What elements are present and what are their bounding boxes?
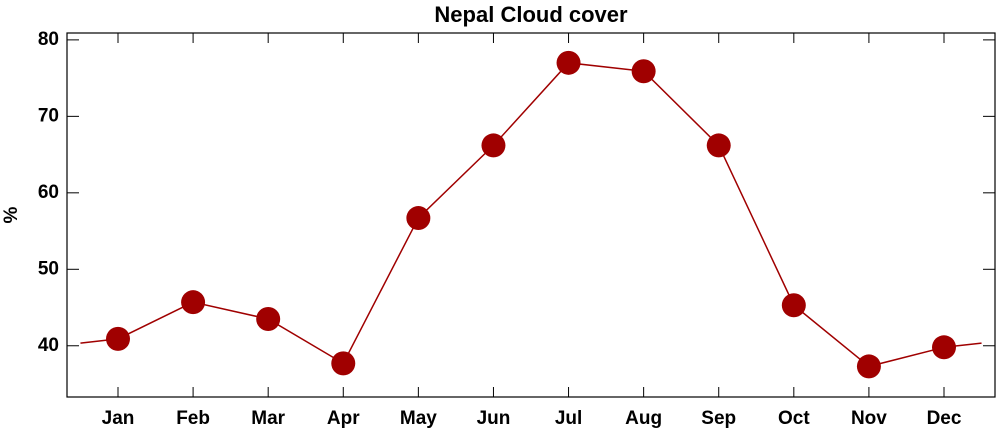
marker bbox=[181, 290, 206, 315]
y-tick-label: 60 bbox=[38, 182, 59, 203]
marker bbox=[856, 354, 881, 379]
marker bbox=[556, 50, 581, 75]
chart-title: Nepal Cloud cover bbox=[434, 2, 628, 27]
marker bbox=[706, 133, 731, 158]
marker bbox=[481, 133, 506, 158]
x-tick-label: Feb bbox=[176, 408, 210, 429]
marker bbox=[331, 351, 356, 376]
y-tick-label: 40 bbox=[38, 335, 59, 356]
x-tick-label: Jul bbox=[555, 408, 582, 429]
x-tick-label: Jan bbox=[102, 408, 135, 429]
line bbox=[117, 62, 945, 368]
x-tick-label: Apr bbox=[327, 408, 360, 429]
x-tick-label: Jun bbox=[477, 408, 511, 429]
marker bbox=[256, 307, 281, 331]
x-tick-label: Aug bbox=[625, 408, 662, 429]
x-tick-label: Sep bbox=[701, 408, 736, 429]
marker bbox=[631, 59, 656, 84]
y-tick-label: 70 bbox=[38, 105, 59, 126]
x-tick-label: Mar bbox=[251, 408, 285, 429]
marker bbox=[781, 293, 806, 318]
y-axis-label: % bbox=[1, 206, 22, 223]
y-tick-label: 80 bbox=[38, 29, 59, 50]
plot-frame bbox=[66, 32, 996, 398]
marker bbox=[406, 206, 431, 231]
x-tick-label: May bbox=[400, 408, 437, 429]
y-tick-label: 50 bbox=[38, 258, 59, 279]
x-tick-label: Oct bbox=[778, 408, 810, 429]
marker bbox=[932, 335, 956, 360]
x-tick-label: Nov bbox=[851, 408, 887, 429]
marker bbox=[106, 326, 130, 351]
x-tick-label: Dec bbox=[927, 408, 962, 429]
